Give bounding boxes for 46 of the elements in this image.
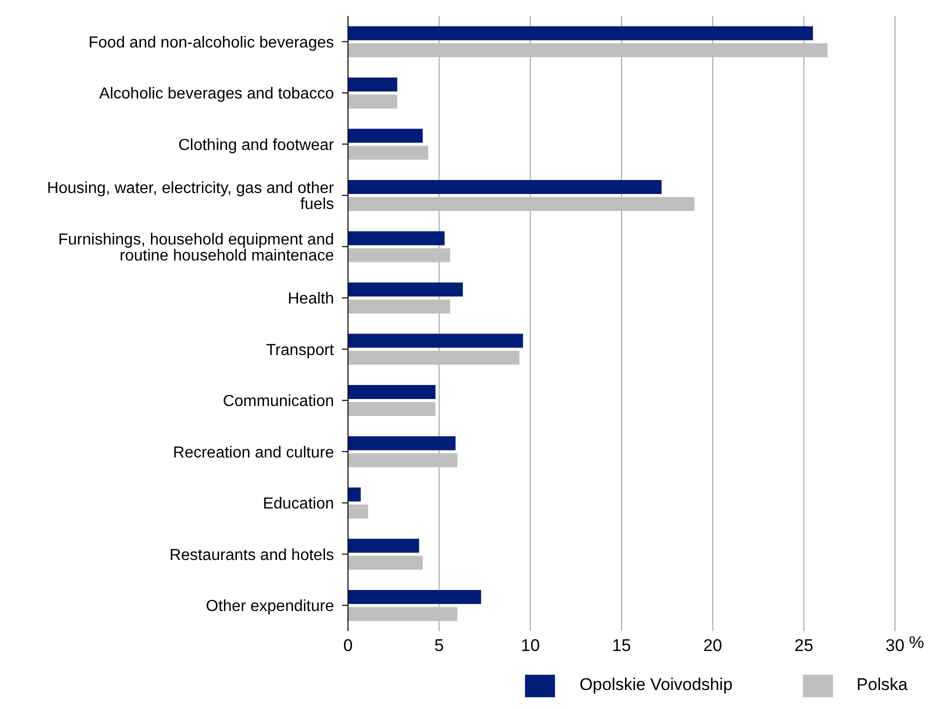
bar xyxy=(348,504,368,518)
legend-label: Polska xyxy=(856,675,908,694)
bar xyxy=(348,300,450,314)
bar xyxy=(348,453,458,468)
bar xyxy=(348,402,436,416)
y-tick-label: Recreation and culture xyxy=(173,444,334,462)
y-tick-label: Housing, water, electricity, gas and other fuels xyxy=(47,180,335,214)
bar xyxy=(348,334,524,348)
y-tick-label: Restaurants and hotels xyxy=(169,546,334,564)
bar xyxy=(348,590,482,604)
bar xyxy=(348,385,436,399)
bar xyxy=(348,248,450,262)
y-tick-label: Clothing and footwear xyxy=(178,136,335,154)
y-tick-label: Health xyxy=(288,290,334,308)
x-axis-title: % xyxy=(909,633,924,652)
bar xyxy=(348,180,662,194)
bar xyxy=(348,488,361,502)
x-tick-label: 5 xyxy=(434,636,444,656)
bar xyxy=(348,231,445,246)
y-tick-label: Food and non-alcoholic beverages xyxy=(88,34,334,52)
y-tick-label: Other expenditure xyxy=(206,598,334,616)
x-tick-label: 30 xyxy=(886,636,904,656)
bar xyxy=(348,350,520,365)
bar xyxy=(348,197,694,211)
bar xyxy=(348,436,456,450)
x-tick-label: 25 xyxy=(794,636,814,656)
x-tick-label: 0 xyxy=(343,636,353,656)
bar xyxy=(348,556,423,570)
bar xyxy=(348,78,398,92)
y-tick-label: Communication xyxy=(222,393,334,410)
x-tick-label: 10 xyxy=(520,636,540,656)
x-tick-label: 15 xyxy=(612,636,631,656)
bar xyxy=(348,282,463,296)
bar xyxy=(348,128,423,143)
bar xyxy=(348,538,420,553)
bar xyxy=(348,146,428,160)
x-tick-label: 20 xyxy=(703,636,722,656)
y-tick-label: Education xyxy=(262,496,334,513)
bar xyxy=(348,26,813,40)
y-tick-label: Alcoholic beverages and tobacco xyxy=(99,86,334,103)
y-tick-label: Furnishings, household equipment and routine household maintenace xyxy=(58,231,334,264)
bar xyxy=(348,607,458,621)
bar xyxy=(348,94,398,108)
bar xyxy=(348,43,828,58)
legend-label: Opolskie Voivodship xyxy=(579,675,733,694)
y-tick-label: Transport xyxy=(266,342,335,359)
